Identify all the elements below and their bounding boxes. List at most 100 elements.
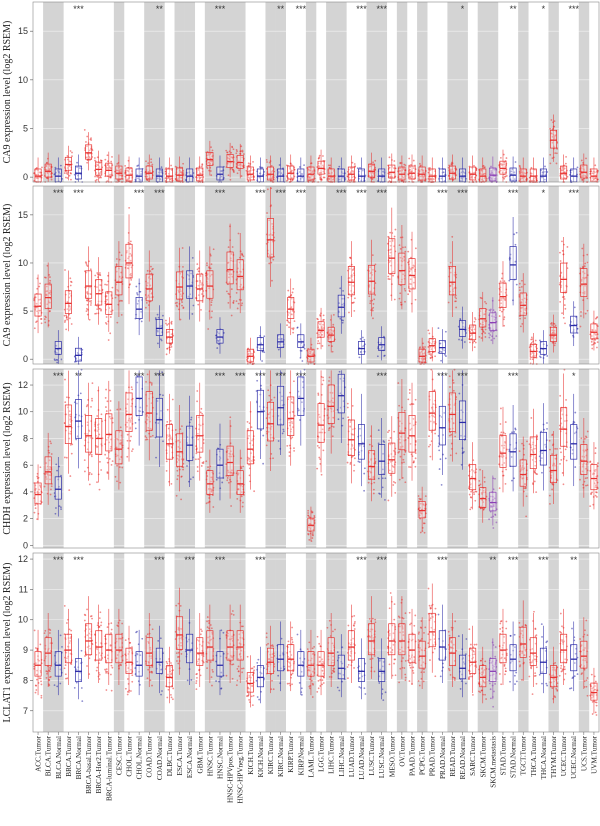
data-point [140,320,143,323]
iqr-box [438,340,446,354]
data-point [49,440,52,443]
y-tick-label: 0 [23,172,28,182]
data-point [146,438,149,441]
data-point [444,353,446,356]
data-point [521,322,524,325]
data-point [241,149,244,152]
iqr-box [327,168,335,183]
iqr-box [590,168,598,183]
data-point [273,396,276,399]
data-point [88,156,91,159]
data-point [515,231,518,234]
data-point [159,178,162,181]
data-point [272,457,274,460]
iqr-box [307,166,315,181]
data-point [449,261,452,264]
iqr-box [297,168,305,183]
data-point [151,268,153,271]
data-point [399,161,402,164]
data-point [116,163,119,165]
data-point [43,485,46,488]
data-point [539,356,542,359]
data-point [482,331,485,333]
data-point [89,268,92,271]
data-point [190,418,192,421]
iqr-box [539,168,547,183]
data-point [278,164,281,166]
data-point [230,314,233,317]
data-point [93,157,96,159]
box-BRCA-basal.Tumor [83,129,94,171]
iqr-box [550,326,558,342]
data-point [39,318,42,320]
data-point [402,246,404,249]
data-point [495,335,498,337]
shade-band [548,2,559,182]
data-point [46,161,48,164]
significance-label: *** [376,4,387,14]
data-point [88,483,91,486]
data-point [165,167,168,169]
data-point [277,348,280,351]
data-point [586,261,589,264]
data-point [424,346,426,348]
data-point [211,299,213,302]
data-point [409,403,412,406]
data-point [332,313,335,316]
data-point [240,495,243,498]
data-point [66,173,69,175]
data-point [307,514,310,517]
data-point [201,301,204,303]
data-point [106,167,109,169]
iqr-box [256,389,264,430]
shade-band [376,2,388,182]
data-point [66,177,69,179]
significance-label: *** [296,4,307,14]
box-BRCA-luminal.Tumor [104,151,114,183]
data-point [236,497,239,500]
data-point [318,342,321,345]
data-point [346,402,349,405]
data-point [328,344,330,347]
data-point [181,301,183,304]
data-point [144,306,147,309]
iqr-box [74,347,82,362]
iqr-box [489,312,497,331]
data-point [580,311,582,313]
data-point [404,289,407,292]
data-point [232,301,235,304]
data-point [170,179,173,182]
data-point [377,442,380,445]
box-BLCA.Tumor [44,152,53,183]
data-point [96,156,99,159]
data-point [563,298,566,300]
data-point [69,317,71,320]
shade-band [154,2,165,182]
data-point [388,278,391,281]
data-point [135,285,138,288]
data-point [155,456,157,459]
data-point [473,164,475,167]
data-point [109,173,111,176]
data-point [594,164,597,167]
data-point [169,419,172,422]
data-point [322,376,325,379]
data-point [369,300,372,302]
data-point [484,328,487,331]
data-point [182,307,185,310]
data-point [160,339,163,342]
data-point [410,256,412,259]
data-point [270,399,273,401]
data-point [86,135,89,138]
data-point [292,331,295,334]
data-point [106,461,109,464]
data-point [89,138,92,141]
data-point [455,306,458,309]
data-point [63,321,66,323]
data-point [585,157,587,160]
data-point [192,476,195,479]
data-point [564,307,567,310]
shade-band [366,2,377,182]
data-point [549,162,552,165]
data-point [200,165,203,168]
